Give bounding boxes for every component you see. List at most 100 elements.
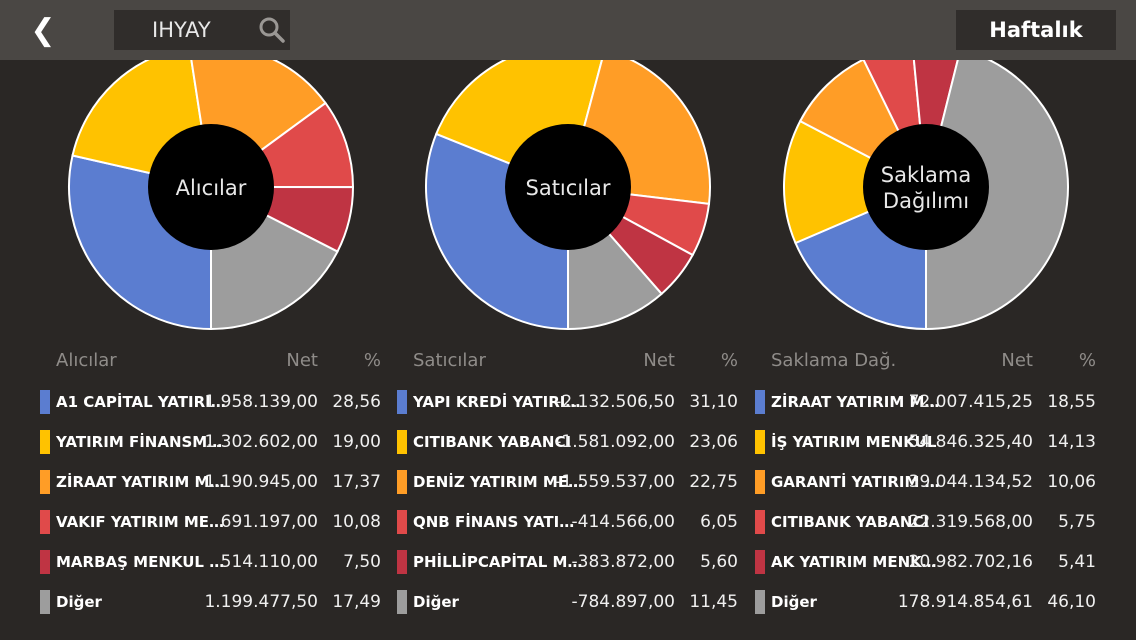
row-name: MARBAŞ MENKUL DEĞERLER [56,553,228,571]
sellers-pie-title: Satıcılar [526,176,611,200]
custody-pie-title: Dağılımı [883,189,969,213]
table-row[interactable]: QNB FİNANS YATIRIM -414.566,00 6,05 [397,502,738,542]
table-row[interactable]: Diğer -784.897,00 11,45 [397,582,738,622]
period-button[interactable]: Haftalık [956,10,1116,50]
buyers-table-header: Alıcılar Net% [40,340,381,382]
row-percent: 10,08 [332,512,381,532]
row-percent: 17,49 [332,592,381,612]
row-net: 20.982.702,16 [908,552,1033,572]
row-percent: 23,06 [689,432,738,452]
custody-table-header: Saklama Dağ. Net% [755,340,1096,382]
row-name: QNB FİNANS YATIRIM [413,513,585,531]
buyers-header-name: Alıcılar [56,350,117,371]
row-percent: 22,75 [689,472,738,492]
sellers-pie-center [505,124,631,250]
row-percent: 5,41 [1058,552,1096,572]
legend-swatch [397,470,407,494]
search-icon[interactable] [258,16,286,44]
table-row[interactable]: A1 CAPİTAL YATIRIM MENKUL1.958.139,00 28,… [40,382,381,422]
row-net: -1.559.537,00 [555,472,675,492]
row-name: Diğer [56,593,102,611]
row-percent: 10,06 [1047,472,1096,492]
back-button[interactable]: ❮ [28,10,58,50]
table-row[interactable]: CITIBANK YABANCI -1.581.092,00 23,06 [397,422,738,462]
table-row[interactable]: VAKIF YATIRIM MENKUL691.197,00 10,08 [40,502,381,542]
legend-swatch [397,510,407,534]
legend-swatch [397,550,407,574]
row-net: 1.190.945,00 [204,472,318,492]
table-row[interactable]: YAPI KREDİ YATIRIM MENKUL-2.132.506,5031… [397,382,738,422]
sellers-header-pct: % [720,350,738,371]
top-bar: ❮ Haftalık [0,0,1136,60]
custody-pie-slice-6 [925,60,1069,331]
row-net: 514.110,00 [220,552,318,572]
row-net: 22.319.568,00 [908,512,1033,532]
row-percent: 6,05 [700,512,738,532]
table-row[interactable]: AK YATIRIM MENKUL 20.982.702,16 5,41 [755,542,1096,582]
row-percent: 5,75 [1058,512,1096,532]
chevron-left-icon: ❮ [30,12,56,48]
table-row[interactable]: CITIBANK YABANCI 22.319.568,00 5,75 [755,502,1096,542]
buyers-table: Alıcılar Net% A1 CAPİTAL YATIRIM MENKUL1.9… [40,340,381,622]
table-row[interactable]: PHİLLİPCAPİTAL MENKUL-383.872,00 5,60 [397,542,738,582]
row-percent: 31,10 [689,392,738,412]
sellers-header-net: Net [643,350,675,371]
legend-swatch [755,590,765,614]
row-net: 691.197,00 [220,512,318,532]
row-net: 1.958.139,00 [204,392,318,412]
legend-swatch [755,470,765,494]
table-row[interactable]: Diğer 1.199.477,50 17,49 [40,582,381,622]
search-input[interactable] [114,10,254,50]
custody-header-pct: % [1078,350,1096,371]
row-net: 39.044.134,52 [908,472,1033,492]
custody-header-net: Net [1001,350,1033,371]
table-row[interactable]: Diğer 178.914.854,61 46,10 [755,582,1096,622]
sellers-header-name: Satıcılar [413,350,486,371]
row-percent: 18,55 [1047,392,1096,412]
legend-swatch [397,430,407,454]
table-row[interactable]: İŞ YATIRIM MENKUL 54.846.325,40 14,13 [755,422,1096,462]
legend-swatch [40,510,50,534]
buyers-header-pct: % [363,350,381,371]
table-row[interactable]: YATIRIM FİNANSMAN MENKUL1.302.602,00 19,0… [40,422,381,462]
row-net: 54.846.325,40 [908,432,1033,452]
sellers-table: Satıcılar Net% YAPI KREDİ YATIRIM MENKUL-2… [397,340,738,622]
row-name: Diğer [413,593,459,611]
search-box[interactable] [114,10,290,50]
legend-swatch [755,430,765,454]
legend-swatch [755,550,765,574]
legend-swatch [40,430,50,454]
row-net: 72.007.415,25 [908,392,1033,412]
legend-swatch [397,390,407,414]
table-row[interactable]: ZİRAAT YATIRIM MENKUL1.190.945,00 17,37 [40,462,381,502]
custody-pie-title: Saklama [881,163,971,187]
row-net: -2.132.506,50 [555,392,675,412]
row-net: -1.581.092,00 [555,432,675,452]
row-percent: 14,13 [1047,432,1096,452]
legend-swatch [40,590,50,614]
row-name: PHİLLİPCAPİTAL MENKUL [413,553,585,571]
buyers-pie-center [148,124,274,250]
row-net: 1.199.477,50 [204,592,318,612]
custody-table: Saklama Dağ.Net%ZİRAAT YATIRIM MENKUL72.… [755,340,1096,622]
legend-swatch [397,590,407,614]
period-label: Haftalık [989,18,1083,42]
row-percent: 17,37 [332,472,381,492]
buyers-header-net: Net [286,350,318,371]
row-net: 1.302.602,00 [204,432,318,452]
row-net: -784.897,00 [571,592,675,612]
sellers-table-header: Satıcılar Net% [397,340,738,382]
row-percent: 11,45 [689,592,738,612]
table-row[interactable]: MARBAŞ MENKUL DEĞERLER514.110,00 7,50 [40,542,381,582]
legend-swatch [755,390,765,414]
legend-swatch [755,510,765,534]
row-percent: 7,50 [343,552,381,572]
row-net: -414.566,00 [571,512,675,532]
custody-pie-center [863,124,989,250]
row-name: A1 CAPİTAL YATIRIM MENKUL [56,393,228,411]
row-percent: 28,56 [332,392,381,412]
